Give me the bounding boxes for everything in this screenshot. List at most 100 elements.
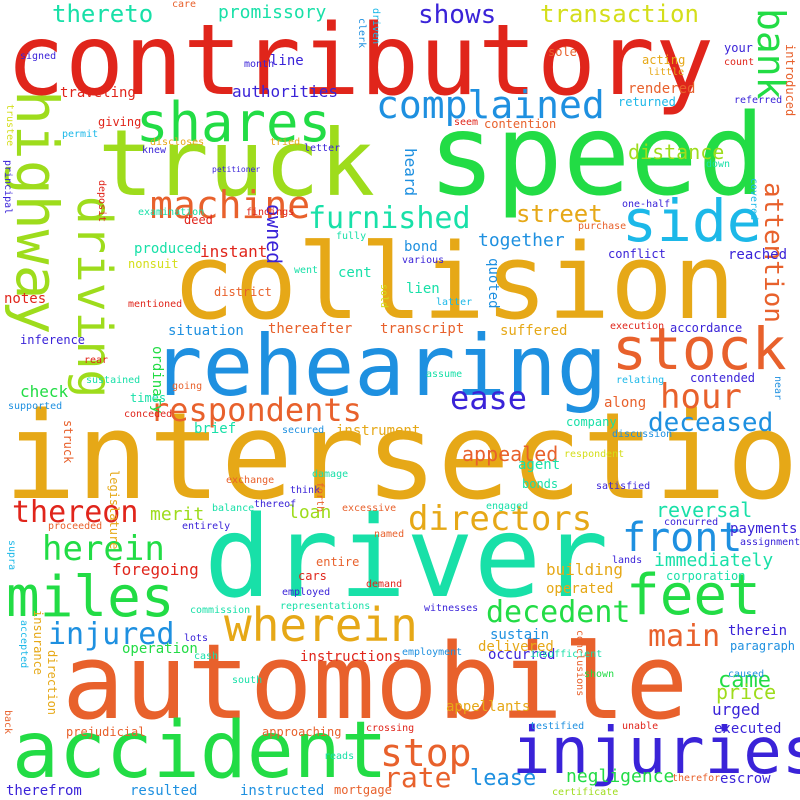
word: discussion: [612, 429, 673, 440]
word: demand: [366, 579, 403, 590]
word: merit: [150, 504, 205, 525]
word: purchase: [578, 221, 627, 232]
word: cash: [194, 651, 219, 662]
word: letter: [304, 143, 341, 154]
word: approaching: [262, 725, 342, 739]
word: reached: [728, 247, 788, 263]
word: instrument: [336, 423, 421, 439]
word: quoted: [485, 258, 501, 309]
word: intersection: [4, 388, 800, 527]
word: supra: [6, 540, 17, 571]
word: insurance: [31, 610, 45, 676]
word: operated: [546, 581, 614, 597]
word: employed: [282, 587, 331, 598]
word: times: [130, 391, 167, 405]
word: thereafter: [268, 321, 353, 337]
word: entirely: [182, 521, 231, 532]
word: forth: [314, 482, 325, 513]
word: driven: [370, 8, 381, 45]
word: bond: [404, 239, 438, 255]
word: injured: [48, 617, 175, 652]
word: speed: [428, 91, 766, 221]
word: caused: [728, 669, 765, 680]
word: respondents: [150, 391, 362, 429]
word: engaged: [486, 501, 529, 512]
word: commission: [190, 605, 251, 616]
word: exchange: [226, 475, 275, 486]
word: instructions: [300, 649, 402, 665]
word: referred: [734, 95, 783, 106]
word: accepted: [18, 620, 29, 669]
word: foregoing: [112, 560, 199, 579]
word: loan: [288, 502, 332, 523]
word: decedent: [486, 595, 631, 630]
word: shown: [584, 669, 615, 680]
word: directors: [408, 499, 593, 539]
word: contended: [690, 371, 756, 385]
word: mentioned: [128, 299, 183, 310]
word: your: [724, 41, 753, 55]
word: covered: [748, 178, 759, 221]
word: rate: [384, 761, 452, 794]
word: petitioner: [212, 165, 261, 174]
word: crossing: [366, 723, 415, 734]
word: reversal: [656, 498, 753, 522]
word: immediately: [654, 550, 774, 571]
word: suffered: [500, 323, 568, 339]
word: shares: [136, 91, 332, 154]
word: satisfied: [596, 481, 651, 492]
word: together: [478, 230, 565, 251]
word: deceased: [648, 408, 774, 438]
word: herein: [42, 529, 165, 569]
word: company: [566, 415, 617, 429]
word: heard: [401, 148, 420, 197]
word: one-half: [622, 199, 671, 210]
word: brief: [194, 421, 237, 437]
word: thereto: [52, 0, 154, 28]
word: therefrom: [6, 783, 82, 799]
word: direction: [45, 650, 59, 716]
word: injuries: [512, 715, 800, 789]
word: sustain: [490, 627, 550, 643]
word: signed: [20, 51, 57, 62]
word: down: [706, 159, 731, 170]
word: went: [294, 265, 319, 276]
word: balance: [212, 503, 255, 514]
word: building: [546, 560, 624, 579]
word: authorities: [232, 82, 338, 101]
word: negligence: [566, 766, 675, 787]
word: excessive: [342, 503, 397, 514]
word: permit: [62, 129, 99, 140]
word: clerk: [356, 18, 367, 49]
word: accordance: [670, 321, 743, 335]
word: payments: [730, 521, 798, 537]
word: various: [402, 255, 445, 266]
word: execution: [610, 321, 665, 332]
word: deposit: [96, 180, 107, 223]
word: knew: [142, 145, 167, 156]
word: bank: [749, 8, 793, 100]
word: sustained: [86, 375, 141, 386]
word: care: [172, 0, 197, 10]
word: introduced: [783, 44, 797, 117]
word: prejudicial: [66, 725, 146, 739]
word: fully: [336, 231, 367, 242]
word: driver: [204, 493, 609, 623]
word: discloses: [150, 137, 205, 148]
word: giving: [98, 115, 142, 129]
word: inference: [20, 333, 86, 347]
word: count: [724, 57, 755, 68]
word: sole: [548, 45, 577, 59]
word: thereof: [254, 499, 297, 510]
word: contention: [484, 117, 557, 131]
word: witnesses: [424, 603, 479, 614]
word: little: [648, 67, 685, 78]
word: assume: [426, 369, 463, 380]
word: collision: [172, 221, 736, 343]
word: stop: [380, 731, 472, 775]
word: conflict: [608, 247, 666, 261]
word: accident: [12, 706, 388, 796]
word: resulted: [130, 783, 198, 799]
word: therefor: [672, 773, 721, 784]
